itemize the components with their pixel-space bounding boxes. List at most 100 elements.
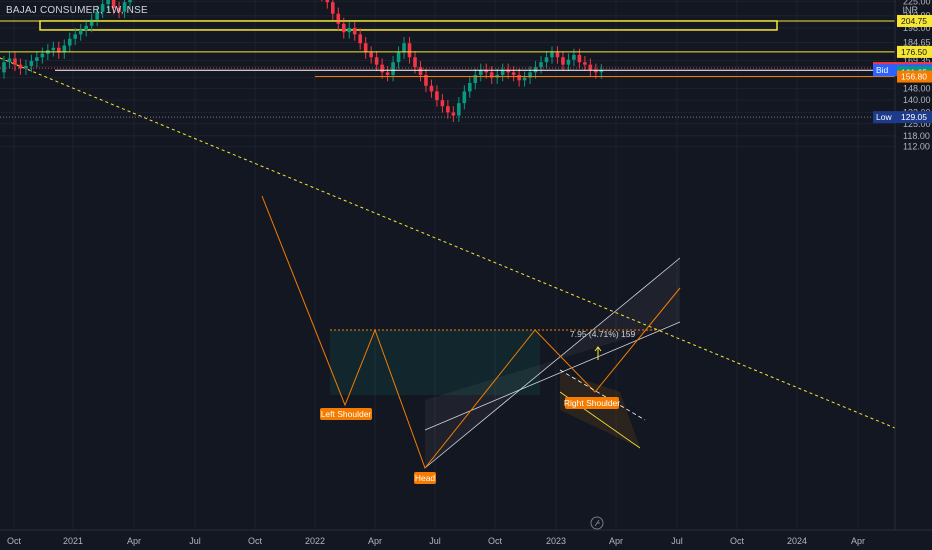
candle-body bbox=[369, 52, 373, 58]
candle-body bbox=[35, 57, 39, 61]
replay-icon[interactable] bbox=[590, 516, 604, 530]
candle-body bbox=[100, 4, 105, 12]
candle-body bbox=[566, 59, 571, 65]
x-tick-label: Apr bbox=[127, 536, 141, 546]
candle-body bbox=[73, 34, 78, 39]
candle-body bbox=[577, 54, 582, 63]
candle-body bbox=[511, 72, 516, 75]
price-tags: High324.00264.75204.75176.50Ask161.65Bid… bbox=[873, 14, 932, 124]
price-tag-bg bbox=[897, 70, 932, 83]
x-tick-label: Jul bbox=[429, 536, 441, 546]
x-tick-label: 2024 bbox=[787, 536, 807, 546]
y-tick-label: 118.00 bbox=[903, 131, 930, 141]
chart-title: BAJAJ CONSUMER, 1W, NSE bbox=[6, 5, 148, 16]
head-label: Head bbox=[415, 473, 436, 483]
candle-body bbox=[446, 106, 450, 113]
candle-body bbox=[462, 91, 467, 104]
y-tick-label: 112.00 bbox=[903, 142, 930, 152]
channel-upper-line bbox=[424, 257, 681, 469]
price-tag-bg bbox=[897, 14, 932, 27]
candle-body bbox=[506, 69, 510, 73]
candle-body bbox=[347, 27, 352, 33]
x-tick-label: Jul bbox=[671, 536, 683, 546]
candle-body bbox=[51, 47, 56, 51]
x-tick-label: Apr bbox=[851, 536, 865, 546]
left-shoulder-label-bg bbox=[320, 408, 372, 420]
candle-body bbox=[331, 2, 335, 14]
price-tag-bg bbox=[897, 45, 932, 58]
price-tag: 176.50 bbox=[897, 45, 932, 58]
candle-body bbox=[374, 57, 379, 65]
candle-body bbox=[2, 62, 6, 73]
x-tick-label: 2021 bbox=[63, 536, 83, 546]
x-tick-label: 2022 bbox=[305, 536, 325, 546]
price-tag-name-bg bbox=[873, 111, 897, 124]
candle-body bbox=[89, 19, 94, 26]
price-tag-bg bbox=[897, 111, 932, 124]
candle-body bbox=[128, 0, 132, 3]
candle-body bbox=[117, 7, 121, 12]
candle-body bbox=[67, 38, 72, 46]
drawing-trendlines bbox=[0, 57, 896, 470]
candle-body bbox=[57, 47, 61, 53]
right-shoulder-label: Right Shoulder bbox=[564, 398, 620, 408]
candle-body bbox=[111, 0, 116, 8]
candle-body bbox=[40, 53, 45, 58]
candle-body bbox=[473, 74, 478, 84]
candle-body bbox=[555, 52, 560, 58]
candle-body bbox=[539, 62, 543, 68]
price-tag: 204.75 bbox=[897, 14, 932, 27]
currency-label: INR bbox=[902, 5, 919, 15]
candle-body bbox=[62, 45, 67, 53]
neckline-zone bbox=[330, 330, 540, 395]
flag-fill bbox=[560, 372, 640, 448]
candle-body bbox=[352, 27, 357, 35]
candle-body bbox=[413, 57, 417, 68]
candle-body bbox=[24, 65, 28, 69]
candle-series bbox=[2, 0, 604, 122]
head-label-bg bbox=[414, 472, 436, 484]
candle-body bbox=[341, 23, 346, 33]
candle-body bbox=[18, 64, 23, 69]
candle-body bbox=[478, 69, 483, 75]
candle-body bbox=[7, 58, 12, 63]
measure-label: 7.95 (4.71%) 159 bbox=[570, 329, 635, 339]
candle-body bbox=[407, 43, 412, 58]
candle-body bbox=[457, 103, 461, 116]
candle-body bbox=[325, 0, 330, 3]
price-tag: 156.80 bbox=[897, 70, 932, 83]
candle-body bbox=[424, 74, 428, 86]
measure-arrow-head bbox=[594, 346, 602, 352]
candle-body bbox=[78, 30, 83, 35]
candle-body bbox=[429, 85, 434, 92]
y-tick-label: 125.00 bbox=[903, 119, 931, 129]
candle-body bbox=[435, 91, 439, 101]
x-axis[interactable]: Oct 2021 Apr Jul Oct 2022 Apr Jul Oct 2023 Apr Jul O… bbox=[7, 536, 865, 546]
x-tick-label: Apr bbox=[368, 536, 382, 546]
candle-body bbox=[396, 52, 401, 63]
candle-body bbox=[550, 52, 554, 58]
candle-body bbox=[380, 64, 384, 73]
candle-body bbox=[29, 60, 34, 66]
candle-body bbox=[122, 2, 127, 12]
candle-body bbox=[106, 0, 110, 5]
price-tag-value: 176.50 bbox=[901, 47, 927, 57]
x-tick-label: Oct bbox=[248, 536, 263, 546]
pattern-annotations: Left Shoulder Head Right Shoulder 7.95 (4.7… bbox=[320, 329, 635, 484]
candle-body bbox=[572, 54, 576, 60]
price-tag: Low 129.05 bbox=[873, 111, 932, 124]
y-tick-label: 225.00 bbox=[903, 0, 931, 6]
candle-body bbox=[402, 43, 406, 53]
y-tick-label: 198.00 bbox=[903, 23, 931, 33]
candle-body bbox=[544, 57, 549, 63]
candle-body bbox=[599, 70, 604, 73]
price-tag-name: Bid bbox=[876, 65, 889, 75]
head-shoulders-path bbox=[261, 195, 681, 470]
y-tick-label: 140.00 bbox=[903, 95, 931, 105]
right-shoulder-label-bg bbox=[565, 397, 619, 409]
candle-body bbox=[95, 11, 99, 20]
price-tag-name: Low bbox=[876, 112, 892, 122]
candle-body bbox=[484, 69, 489, 73]
candle-body bbox=[385, 72, 390, 75]
